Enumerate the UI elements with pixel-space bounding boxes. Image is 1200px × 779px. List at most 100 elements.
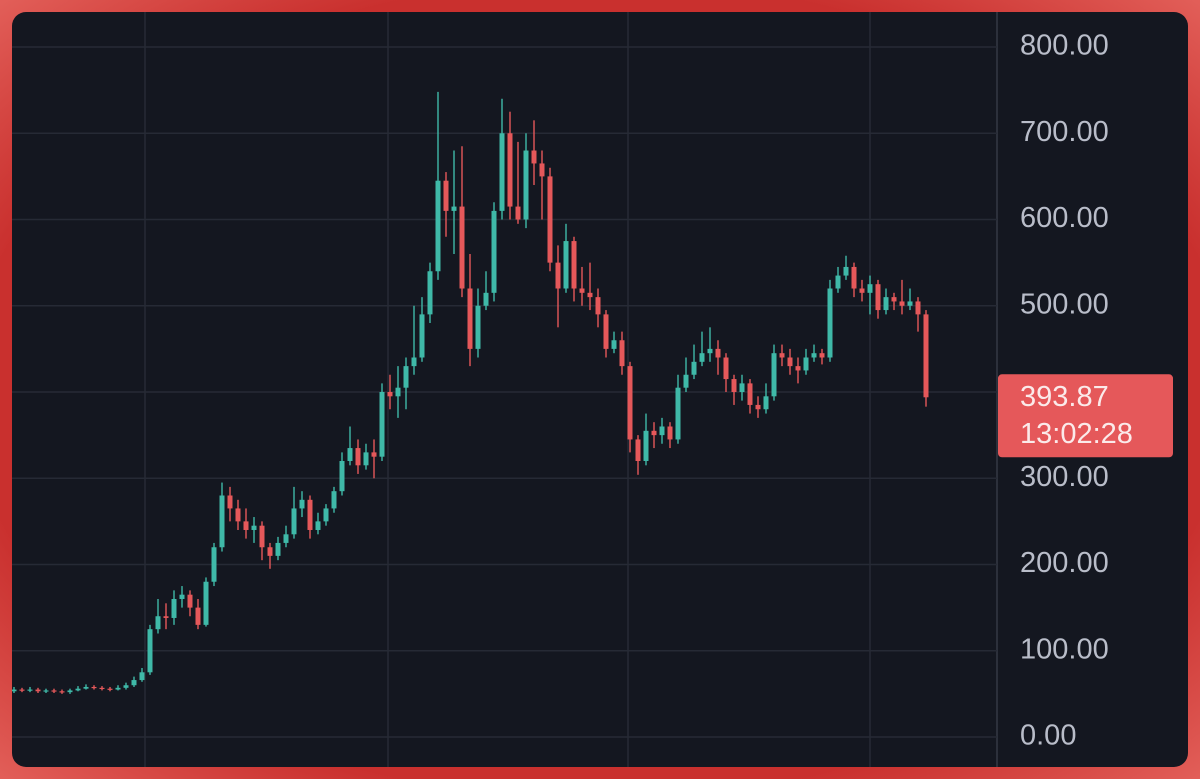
candle-body bbox=[459, 206, 465, 289]
candle-body bbox=[491, 210, 497, 293]
candle-body bbox=[339, 460, 345, 492]
candle-body bbox=[12, 689, 17, 692]
candle-body bbox=[291, 508, 297, 535]
price-axis: 0.00100.00200.00300.00400.00500.00600.00… bbox=[998, 30, 1173, 752]
candle-body bbox=[43, 690, 49, 692]
y-tick-label: 0.00 bbox=[1020, 720, 1076, 752]
candle-body bbox=[899, 301, 905, 306]
candle-body bbox=[795, 366, 801, 371]
candle-body bbox=[643, 430, 649, 461]
candle-body bbox=[411, 357, 417, 367]
candle-body bbox=[595, 297, 601, 315]
candle-body bbox=[843, 266, 849, 276]
countdown-label: 13:02:28 bbox=[1020, 418, 1133, 450]
candle-body bbox=[307, 499, 313, 530]
y-tick-label: 600.00 bbox=[1020, 202, 1109, 234]
candle-body bbox=[883, 297, 889, 311]
candle-body bbox=[667, 426, 673, 440]
candle-body bbox=[683, 374, 689, 388]
candle-body bbox=[131, 680, 137, 686]
candle-body bbox=[771, 353, 777, 397]
grid bbox=[12, 46, 997, 738]
candle-body bbox=[859, 288, 865, 293]
candle-body bbox=[355, 448, 361, 466]
candle-body bbox=[299, 499, 305, 509]
candle-body bbox=[747, 383, 753, 405]
candle-body bbox=[915, 301, 921, 315]
candle-body bbox=[571, 241, 577, 289]
candle-body bbox=[539, 163, 545, 177]
candle-body bbox=[235, 508, 241, 522]
candle-body bbox=[811, 353, 817, 358]
candle-body bbox=[763, 396, 769, 410]
candle-body bbox=[891, 297, 897, 302]
candle-body bbox=[515, 206, 521, 220]
candle-body bbox=[467, 288, 473, 349]
candle-body bbox=[755, 404, 761, 410]
candle-body bbox=[323, 508, 329, 522]
candle-body bbox=[387, 392, 393, 397]
candle-body bbox=[691, 361, 697, 375]
candle-body bbox=[283, 534, 289, 543]
candle-body bbox=[699, 353, 705, 362]
candle-body bbox=[91, 686, 97, 689]
candle-body bbox=[587, 292, 593, 298]
candle-body bbox=[875, 284, 881, 311]
vertical-grid bbox=[144, 12, 871, 767]
candle-body bbox=[427, 271, 433, 315]
candle-body bbox=[619, 340, 625, 367]
candle-body bbox=[419, 314, 425, 358]
candle-body bbox=[371, 452, 377, 457]
candle-body bbox=[51, 690, 57, 692]
candle-body bbox=[155, 616, 161, 630]
candle-body bbox=[651, 430, 657, 436]
panel bbox=[12, 12, 1188, 767]
candle-body bbox=[219, 495, 225, 548]
candle-body bbox=[483, 292, 489, 306]
candle-body bbox=[187, 594, 193, 608]
candle-body bbox=[627, 366, 633, 440]
candle-body bbox=[507, 133, 513, 207]
candle-body bbox=[611, 340, 617, 349]
candle-body bbox=[363, 452, 369, 466]
candle-body bbox=[395, 387, 401, 397]
candle-body bbox=[579, 288, 585, 293]
candle-body bbox=[787, 357, 793, 367]
candle-body bbox=[739, 383, 745, 393]
candle-body bbox=[243, 521, 249, 530]
candle-body bbox=[435, 180, 441, 272]
candle-body bbox=[723, 357, 729, 380]
candle-body bbox=[83, 686, 89, 689]
candle-body bbox=[27, 689, 33, 691]
candle-body bbox=[203, 581, 209, 625]
candle-body bbox=[707, 348, 713, 354]
candle-body bbox=[171, 598, 177, 618]
y-tick-label: 300.00 bbox=[1020, 461, 1109, 493]
candle-body bbox=[779, 353, 785, 358]
candle-body bbox=[331, 491, 337, 509]
candle-body bbox=[731, 379, 737, 393]
candle-body bbox=[603, 314, 609, 349]
y-tick-label: 800.00 bbox=[1020, 30, 1109, 62]
candles bbox=[12, 91, 929, 694]
candle-body bbox=[211, 547, 217, 582]
candle-body bbox=[715, 348, 721, 358]
candle-body bbox=[403, 366, 409, 388]
candle-body bbox=[19, 689, 25, 691]
candle-body bbox=[475, 305, 481, 349]
candle-body bbox=[251, 525, 257, 530]
candle-body bbox=[907, 301, 913, 306]
y-tick-label: 700.00 bbox=[1020, 116, 1109, 148]
candle-body bbox=[227, 495, 233, 509]
last-price-label: 393.87 bbox=[1020, 381, 1109, 413]
candle-body bbox=[499, 133, 505, 211]
candle-body bbox=[107, 688, 113, 690]
candle-body bbox=[523, 150, 529, 220]
candle-body bbox=[67, 690, 73, 693]
candle-body bbox=[659, 426, 665, 436]
candle-body bbox=[347, 448, 353, 461]
candle-body bbox=[547, 176, 553, 263]
candle-body bbox=[123, 685, 129, 688]
